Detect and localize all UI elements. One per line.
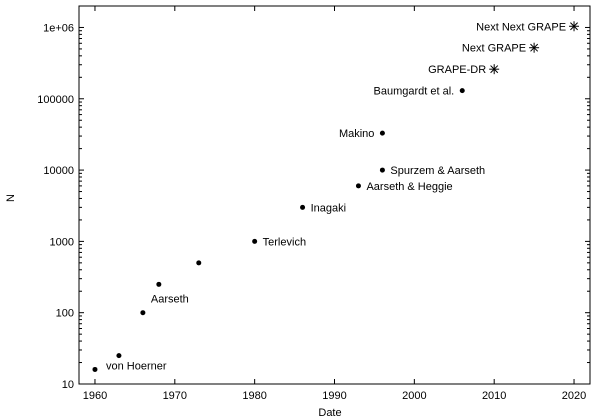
point-label: Next Next GRAPE	[476, 21, 566, 33]
axis-ticks	[79, 5, 590, 385]
point-label: Aarseth	[151, 294, 189, 306]
x-tick-label: 2020	[562, 390, 586, 402]
x-tick-label: 2010	[482, 390, 506, 402]
data-points	[92, 21, 580, 372]
star-point	[569, 21, 580, 32]
y-tick-label: 10000	[43, 165, 74, 177]
x-axis-label: Date	[318, 407, 341, 419]
star-stroke	[530, 43, 539, 52]
point-label: Inagaki	[311, 202, 346, 214]
y-tick-label: 10	[62, 379, 74, 391]
dot-point	[379, 130, 385, 136]
y-tick-label: 1000	[50, 236, 74, 248]
point-label: Aarseth & Heggie	[366, 181, 452, 193]
point-label: Spurzem & Aarseth	[390, 165, 485, 177]
x-tick-label: 2000	[402, 390, 426, 402]
x-tick-label: 1980	[242, 390, 266, 402]
dot-point	[116, 353, 122, 359]
point-label: von Hoerner	[106, 360, 167, 372]
dot-point	[300, 204, 306, 210]
point-label: GRAPE-DR	[428, 64, 486, 76]
star-stroke	[490, 65, 499, 74]
star-point	[489, 64, 500, 75]
axis-tick-labels: 1960 1970 1980 1990 2000 2010 2020 10 100 1000 100…	[37, 22, 586, 402]
point-label: Next GRAPE	[462, 43, 526, 55]
x-tick-label: 1960	[83, 390, 107, 402]
dot-point	[92, 366, 98, 372]
star-stroke	[570, 22, 578, 31]
dot-point	[379, 167, 385, 173]
point-label: Terlevich	[263, 236, 306, 248]
dot-point	[355, 183, 361, 189]
data-point-labels: von Hoerner Aarseth Terlevich Inagaki Aarset…	[106, 21, 566, 372]
star-point	[529, 42, 540, 53]
y-tick-label: 1e+06	[43, 22, 74, 34]
point-label: Makino	[339, 128, 374, 140]
dot-point	[196, 260, 202, 266]
x-tick-label: 1990	[322, 390, 346, 402]
x-tick-label: 1970	[163, 390, 187, 402]
dot-point	[252, 238, 258, 244]
y-tick-label: 100000	[37, 94, 74, 106]
y-tick-label: 100	[56, 308, 74, 320]
dot-point	[140, 310, 146, 316]
dot-point	[156, 281, 162, 287]
dot-point	[459, 88, 465, 94]
point-label: Baumgardt et al.	[374, 86, 455, 98]
y-axis-label: N	[5, 194, 17, 202]
plot-area-frame	[78, 5, 591, 385]
